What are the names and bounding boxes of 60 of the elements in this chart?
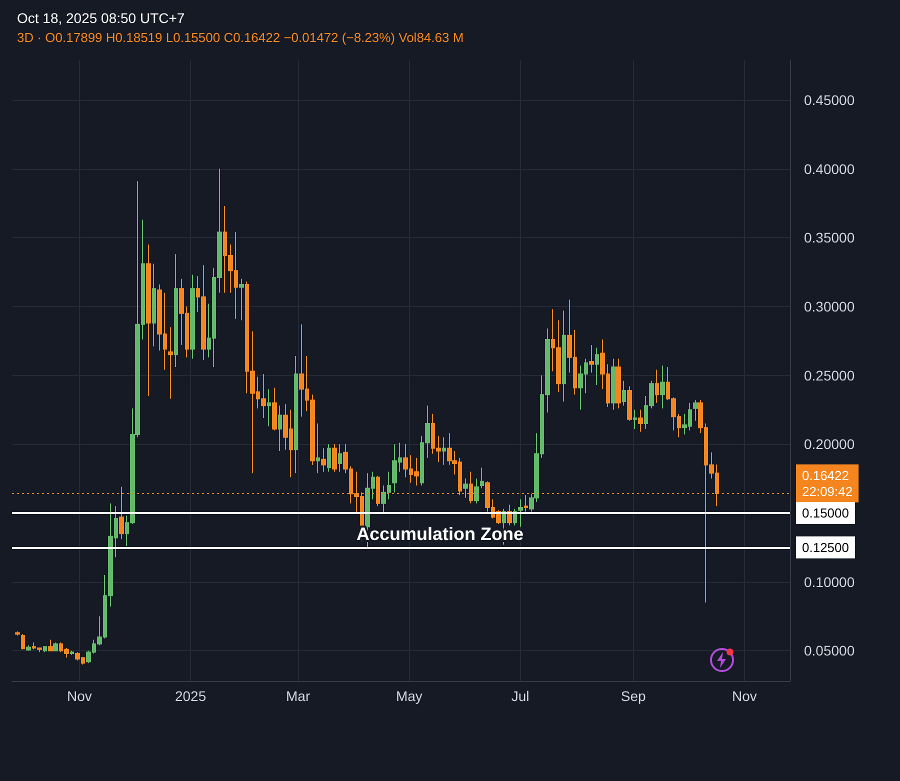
candlestick: [327, 444, 331, 472]
candlestick: [627, 386, 632, 422]
candlestick: [272, 387, 277, 431]
candlestick: [562, 310, 566, 402]
x-tick-label: Nov: [732, 688, 757, 704]
candlestick: [660, 365, 665, 409]
candlestick: [168, 326, 173, 400]
y-tick-label: 0.25000: [804, 367, 855, 384]
y-tick-label: 0.30000: [804, 298, 855, 314]
candlestick: [332, 444, 337, 472]
candlestick: [638, 409, 643, 432]
x-tick-label: Jul: [511, 688, 530, 704]
candlestick: [463, 478, 468, 498]
y-tick-label: 0.40000: [804, 160, 855, 177]
candlestick: [48, 639, 53, 652]
y-tick-label: 0.05000: [804, 642, 855, 659]
ref-line-label: 0.12500: [802, 540, 849, 555]
candlestick: [278, 405, 282, 452]
candlestick: [53, 642, 58, 652]
chart-subtitle: 3D · O0.17899 H0.18519 L0.15500 C0.16422 −0.01472 (−8.23%) Vol84.63 M: [17, 30, 464, 45]
candlestick: [442, 436, 446, 466]
candlestick: [70, 650, 74, 656]
y-tick-label: 0.35000: [804, 230, 855, 246]
candlestick: [655, 369, 659, 404]
candlestick: [474, 478, 479, 504]
candlestick: [190, 274, 195, 360]
ref-line-label: 0.16422 22:09:42: [802, 468, 853, 499]
candlestick: [15, 630, 20, 636]
candlestick: [294, 356, 298, 474]
candlestick: [518, 498, 523, 528]
candlestick: [616, 358, 621, 409]
candlestick: [321, 448, 326, 472]
candlestick: [267, 388, 271, 427]
candlestick: [480, 467, 484, 489]
candlestick: [174, 254, 178, 368]
x-tick-label: Mar: [286, 688, 310, 704]
candlestick: [43, 646, 47, 653]
x-tick-label: 2025: [174, 688, 206, 704]
y-tick-label: 0.10000: [804, 574, 855, 590]
candlestick: [633, 409, 637, 430]
candlestick: [611, 358, 616, 410]
candlestick: [595, 347, 599, 386]
candlestick: [338, 444, 342, 472]
candlestick: [26, 644, 31, 652]
x-tick-label: Sep: [620, 688, 646, 704]
x-tick-label: May: [396, 688, 422, 704]
candlestick: [316, 423, 320, 474]
x-tick-label: Nov: [66, 688, 92, 704]
candlestick: [622, 380, 626, 406]
ref-line-label: 0.15000: [802, 506, 849, 521]
candlestick: [21, 634, 25, 650]
candlestick: [589, 344, 594, 374]
candlestick: [146, 244, 151, 396]
y-tick-label: 0.20000: [804, 436, 855, 452]
y-tick-label: 0.45000: [804, 92, 855, 108]
candlestick: [693, 400, 698, 422]
candlestick: [152, 263, 156, 347]
candlestick: [524, 494, 528, 512]
text: Oct 18, 2025 08:50 UTC+7: [17, 10, 185, 26]
candlestick: [239, 278, 244, 321]
